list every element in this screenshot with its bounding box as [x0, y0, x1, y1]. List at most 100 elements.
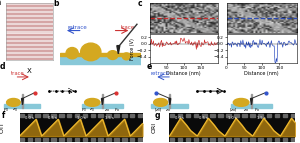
- Bar: [169, 94, 170, 108]
- Bar: [91, 114, 95, 117]
- Bar: [6, 19, 52, 21]
- Text: a: a: [0, 0, 1, 7]
- Bar: [6, 33, 52, 36]
- Bar: [202, 138, 206, 141]
- Ellipse shape: [107, 51, 118, 59]
- Bar: [194, 138, 199, 141]
- Text: e: e: [147, 61, 152, 70]
- Bar: [114, 138, 118, 141]
- Text: 1.0 s: 1.0 s: [228, 116, 237, 120]
- Polygon shape: [169, 99, 171, 105]
- Ellipse shape: [85, 99, 100, 106]
- Text: OTI: OTI: [0, 122, 5, 133]
- Bar: [6, 31, 52, 33]
- Ellipse shape: [233, 99, 249, 106]
- Bar: [6, 40, 52, 42]
- Bar: [138, 138, 142, 141]
- Y-axis label: Force (V): Force (V): [130, 38, 135, 59]
- Bar: [98, 114, 103, 117]
- Text: $z_0$: $z_0$: [12, 107, 18, 114]
- Bar: [6, 13, 52, 15]
- X-axis label: Distance (nm): Distance (nm): [167, 71, 201, 76]
- Bar: [6, 48, 52, 50]
- Bar: [291, 138, 295, 141]
- Bar: [138, 114, 142, 117]
- Bar: [152, 104, 188, 108]
- Bar: [231, 104, 272, 108]
- Text: 0.0 s: 0.0 s: [175, 116, 184, 120]
- Bar: [250, 94, 252, 108]
- Bar: [6, 15, 52, 17]
- Bar: [6, 42, 52, 44]
- Bar: [283, 114, 287, 117]
- Bar: [210, 114, 214, 117]
- Bar: [202, 114, 206, 117]
- Text: trace: trace: [11, 71, 25, 76]
- Polygon shape: [117, 46, 120, 54]
- Bar: [291, 114, 295, 117]
- Text: $z_a$: $z_a$: [243, 107, 248, 114]
- Bar: [82, 104, 122, 108]
- Bar: [259, 138, 263, 141]
- Bar: [283, 138, 287, 141]
- Bar: [250, 114, 255, 117]
- Text: $F_a$: $F_a$: [114, 106, 120, 114]
- Bar: [122, 138, 127, 141]
- Polygon shape: [22, 99, 23, 105]
- Bar: [130, 114, 134, 117]
- Bar: [60, 56, 141, 64]
- Bar: [6, 3, 52, 5]
- Bar: [226, 138, 231, 141]
- Bar: [102, 94, 103, 108]
- Bar: [242, 114, 247, 117]
- Text: $F_0$: $F_0$: [3, 106, 9, 114]
- Text: 1.5 s: 1.5 s: [257, 116, 266, 120]
- Text: X: X: [27, 68, 32, 74]
- Text: 1.5 s: 1.5 s: [105, 116, 114, 120]
- Bar: [44, 138, 48, 141]
- Bar: [6, 29, 52, 31]
- Bar: [6, 54, 52, 56]
- Bar: [20, 114, 24, 117]
- Bar: [83, 138, 87, 141]
- Text: Y: Y: [0, 29, 1, 34]
- Bar: [60, 53, 141, 56]
- Bar: [6, 25, 52, 27]
- Bar: [6, 58, 52, 60]
- Bar: [226, 114, 231, 117]
- Bar: [83, 114, 87, 117]
- Bar: [170, 138, 174, 141]
- Bar: [266, 138, 271, 141]
- Polygon shape: [101, 99, 103, 105]
- Ellipse shape: [66, 47, 78, 59]
- Bar: [20, 138, 24, 141]
- Bar: [6, 9, 52, 11]
- Bar: [6, 5, 52, 7]
- Text: g: g: [154, 111, 160, 120]
- Bar: [6, 46, 52, 48]
- Bar: [6, 44, 52, 46]
- Text: $z_0$: $z_0$: [89, 107, 95, 114]
- Bar: [75, 138, 79, 141]
- Bar: [178, 114, 182, 117]
- Bar: [6, 23, 52, 25]
- Ellipse shape: [122, 53, 130, 60]
- Bar: [35, 114, 40, 117]
- Bar: [218, 138, 223, 141]
- Bar: [75, 114, 79, 117]
- Text: $F_0$: $F_0$: [81, 106, 87, 114]
- Bar: [35, 138, 40, 141]
- Bar: [186, 114, 190, 117]
- Bar: [210, 138, 214, 141]
- Bar: [250, 138, 255, 141]
- Bar: [6, 50, 52, 52]
- Bar: [4, 104, 40, 108]
- Bar: [194, 114, 199, 117]
- Bar: [242, 138, 247, 141]
- Ellipse shape: [7, 99, 20, 106]
- Bar: [170, 114, 174, 117]
- Text: 0.5 s: 0.5 s: [199, 116, 208, 120]
- Bar: [67, 138, 71, 141]
- Bar: [186, 138, 190, 141]
- Text: $|z_a|$: $|z_a|$: [229, 107, 237, 114]
